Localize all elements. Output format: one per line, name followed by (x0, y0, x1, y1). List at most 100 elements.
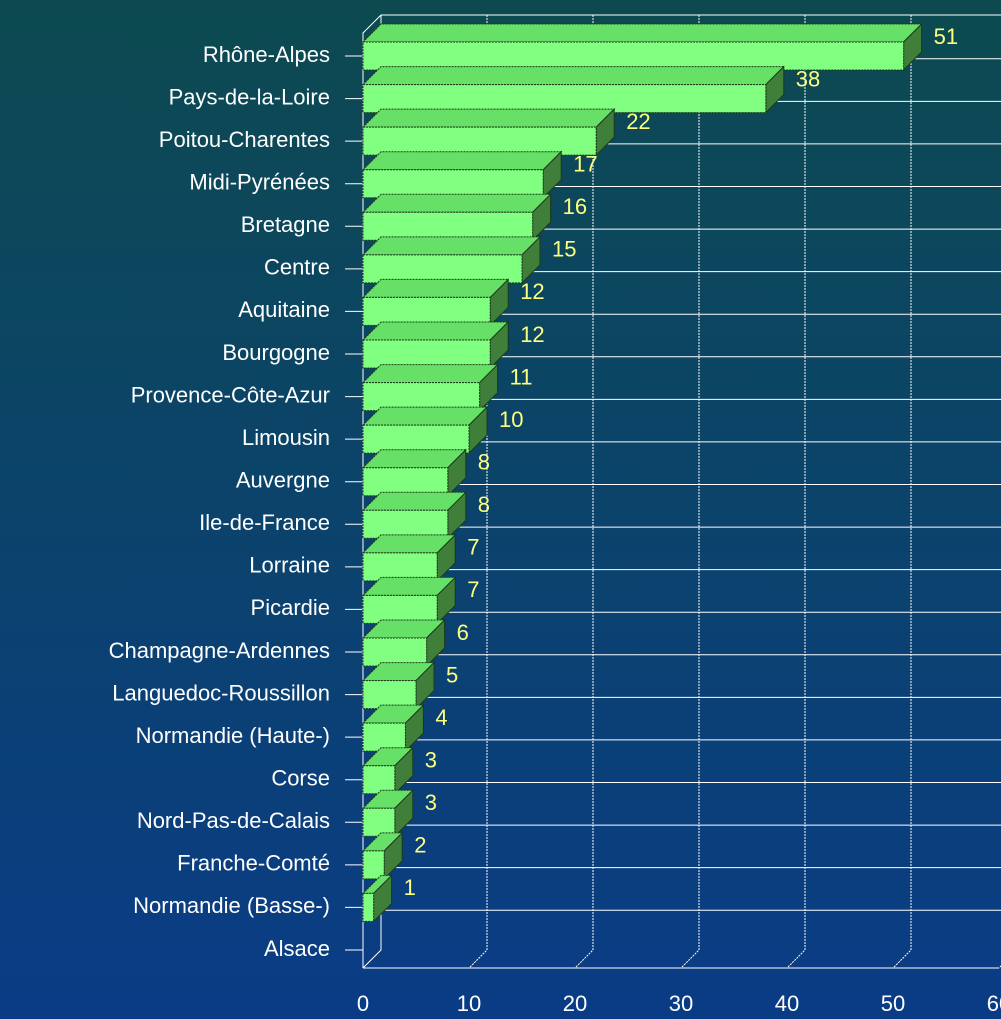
x-tick-label: 60 (987, 991, 1001, 1016)
x-tick-label: 10 (457, 991, 481, 1016)
y-tick-label: Bretagne (241, 212, 330, 237)
bar (361, 235, 542, 285)
y-tick-label: Rhône-Alpes (203, 42, 330, 67)
y-tick-label: Picardie (251, 595, 330, 620)
bar (361, 320, 510, 370)
data-label: 12 (520, 322, 544, 347)
bar (361, 491, 468, 540)
data-label: 22 (626, 109, 650, 134)
bar-front (362, 382, 481, 412)
bar-front (362, 296, 491, 326)
y-tick-label: Limousin (242, 425, 330, 450)
bar (361, 65, 786, 114)
data-label: 8 (478, 450, 490, 475)
bar-front (362, 169, 544, 199)
data-label: 3 (425, 790, 437, 815)
y-tick-label: Nord-Pas-de-Calais (137, 808, 330, 833)
y-tick-label: Champagne-Ardennes (109, 638, 330, 663)
bar-top (361, 278, 510, 298)
grid-line (574, 15, 594, 969)
grid-line (892, 15, 912, 969)
data-label: 6 (457, 620, 469, 645)
data-label: 3 (425, 748, 437, 773)
data-label: 16 (563, 194, 587, 219)
y-tick-label: Alsace (264, 936, 330, 961)
data-label: 7 (467, 577, 479, 602)
y-tick-label: Midi-Pyrénées (189, 170, 330, 195)
bar (361, 789, 415, 838)
bar (361, 703, 425, 753)
y-tick-label: Pays-de-la-Loire (169, 84, 330, 109)
bar (361, 533, 457, 583)
bar (361, 618, 446, 668)
x-tick-label: 50 (881, 991, 905, 1016)
data-label: 12 (520, 279, 544, 304)
bar-top (361, 236, 542, 256)
bar (361, 193, 552, 242)
y-tick-label: Aquitaine (238, 297, 330, 322)
data-label: 2 (414, 833, 426, 858)
y-tick-label: Ile-de-France (199, 510, 330, 535)
data-label: 8 (478, 492, 490, 517)
y-tick-label: Bourgogne (222, 340, 330, 365)
bar (361, 278, 510, 327)
y-tick-label: Normandie (Haute-) (136, 723, 330, 748)
data-label: 11 (510, 364, 533, 389)
bar-front (362, 892, 375, 922)
x-tick-label: 20 (563, 991, 587, 1016)
data-label: 1 (404, 875, 416, 900)
y-tick-label: Normandie (Basse-) (133, 893, 330, 918)
y-tick-label: Provence-Côte-Azur (131, 382, 330, 407)
bar-front (362, 467, 449, 497)
bar-front (362, 339, 491, 369)
data-label: 17 (573, 152, 597, 177)
data-label: 7 (467, 535, 479, 560)
grid-line (468, 15, 488, 969)
y-tick-label: Auvergne (236, 468, 330, 493)
data-label: 38 (796, 66, 820, 91)
bar (361, 831, 404, 881)
bar (361, 661, 436, 710)
x-tick-label: 40 (775, 991, 799, 1016)
bar-front (362, 680, 417, 710)
bar-top (361, 66, 786, 86)
bar-top (361, 23, 923, 43)
bar (361, 874, 393, 923)
bar-front (362, 126, 597, 156)
y-tick-label: Corse (271, 766, 330, 791)
data-label: 15 (552, 237, 576, 262)
bar-top (361, 193, 552, 213)
data-label: 4 (435, 705, 447, 730)
y-tick-label: Franche-Comté (177, 851, 330, 876)
bar (361, 150, 563, 199)
bar (361, 746, 415, 795)
bar-front (362, 41, 905, 71)
bar-front (362, 765, 396, 795)
y-tick-label: Lorraine (249, 553, 330, 578)
y-tick-label: Languedoc-Roussillon (112, 680, 330, 705)
bar-front (362, 211, 534, 241)
bar (361, 107, 616, 157)
bar (361, 363, 499, 412)
data-label: 10 (499, 407, 523, 432)
y-tick-label: Centre (264, 255, 330, 280)
bar-top (361, 321, 510, 341)
grid-line (680, 15, 700, 969)
bar-front (362, 722, 406, 752)
grid-line (786, 15, 806, 969)
bar-top (361, 406, 489, 426)
bar-front (362, 254, 523, 284)
bar-front (362, 509, 449, 539)
data-label: 51 (934, 24, 958, 49)
bar-top (361, 364, 499, 384)
bar (361, 22, 923, 72)
data-label: 5 (446, 662, 458, 687)
bar-front (362, 594, 438, 624)
bar (361, 576, 457, 625)
bar-top (361, 108, 616, 128)
bar-front (362, 850, 385, 880)
bar-front (362, 424, 470, 454)
bar-front (362, 84, 767, 114)
y-tick-label: Poitou-Charentes (159, 127, 330, 152)
